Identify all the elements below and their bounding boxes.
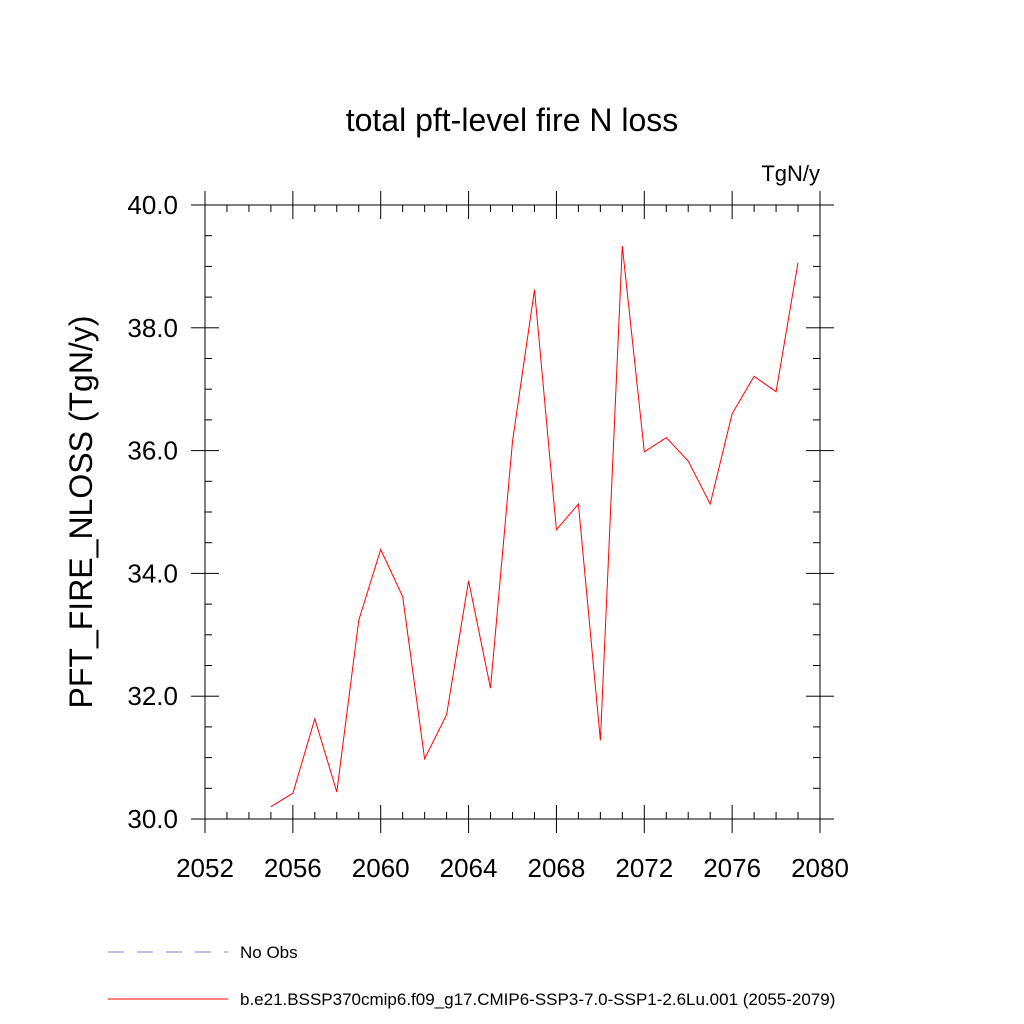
legend-label: No Obs	[240, 943, 298, 962]
chart-title: total pft-level fire N loss	[346, 102, 679, 138]
axis-ticks	[191, 191, 834, 833]
y-tick-label: 38.0	[127, 313, 178, 343]
legend-label: b.e21.BSSP370cmip6.f09_g17.CMIP6-SSP3-7.…	[240, 990, 835, 1009]
x-tick-label: 2064	[440, 853, 498, 883]
series-layer	[270, 246, 799, 808]
axis-tick-labels: 2052 2056 2060 2064 2068 2072 2076 2080 30.0 32.0…	[127, 190, 849, 883]
x-tick-label: 2056	[264, 853, 322, 883]
x-tick-label: 2052	[176, 853, 234, 883]
y-tick-label: 32.0	[127, 681, 178, 711]
x-tick-label: 2068	[528, 853, 586, 883]
y-tick-label: 36.0	[127, 436, 178, 466]
plot-frame	[204, 204, 821, 820]
x-tick-label: 2076	[703, 853, 761, 883]
y-tick-label: 40.0	[127, 190, 178, 220]
x-tick-label: 2060	[352, 853, 410, 883]
legend: No Obs b.e21.BSSP370cmip6.f09_g17.CMIP6-S…	[108, 943, 835, 1009]
y-tick-label: 34.0	[127, 558, 178, 588]
y-tick-label: 30.0	[127, 804, 178, 834]
plot-axes	[204, 204, 821, 820]
x-tick-label: 2080	[791, 853, 849, 883]
series-line	[270, 246, 799, 808]
x-tick-label: 2072	[615, 853, 673, 883]
y-axis-label: PFT_FIRE_NLOSS (TgN/y)	[63, 316, 99, 709]
units-label: TgN/y	[761, 161, 820, 186]
